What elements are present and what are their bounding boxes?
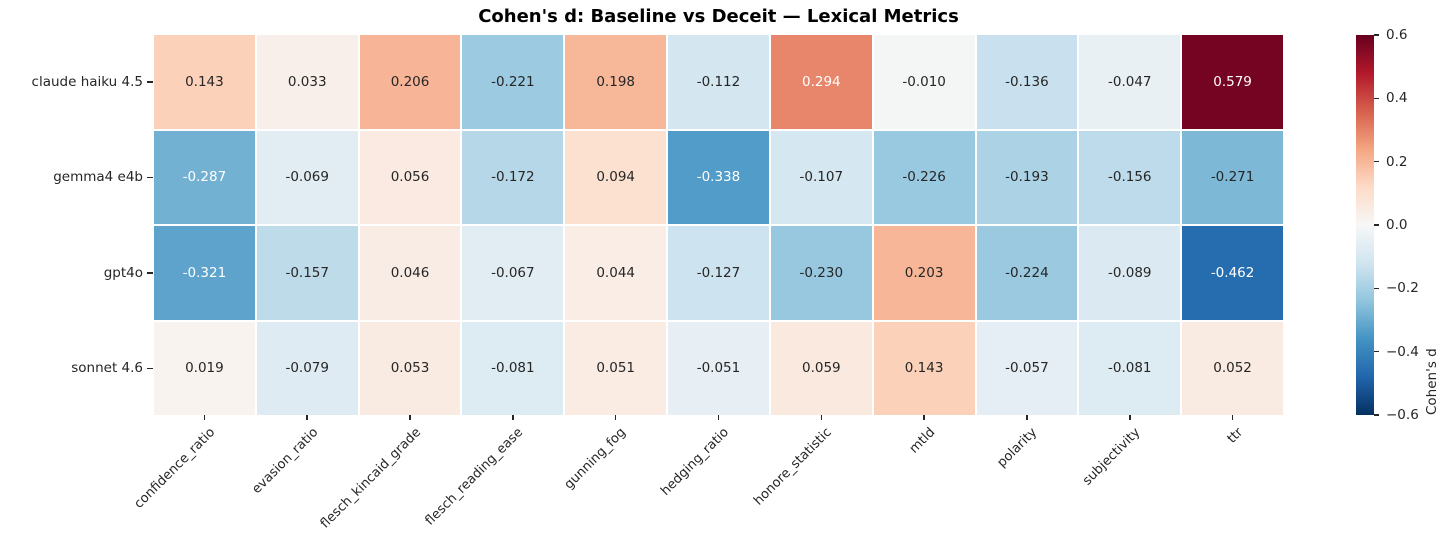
y-axis-tick bbox=[147, 176, 153, 178]
x-axis-label-text: polarity bbox=[994, 425, 1041, 471]
heatmap-cell-gemma4-e4b-mtld: -0.226 bbox=[873, 130, 975, 224]
heatmap-cell-sonnet-4.6-mtld: 0.143 bbox=[873, 321, 975, 415]
x-axis-tick bbox=[614, 415, 617, 420]
heatmap-cell-gemma4-e4b-gunning_fog: 0.094 bbox=[565, 130, 667, 224]
colorbar-tick-label: 0.6 bbox=[1386, 27, 1408, 43]
y-axis-tick bbox=[147, 272, 153, 274]
heatmap-cell-gpt4o-confidence_ratio: -0.321 bbox=[154, 226, 255, 320]
heatmap-cell-gemma4-e4b-honore_statistic: -0.107 bbox=[770, 130, 872, 224]
x-axis-label-text: subjectivity bbox=[1079, 425, 1144, 489]
x-axis-label-text: flesch_kincaid_grade bbox=[317, 425, 424, 532]
y-axis-label-claude-haiku-4.5: claude haiku 4.5 bbox=[31, 73, 143, 90]
chart-title: Cohen's d: Baseline vs Deceit — Lexical … bbox=[478, 6, 959, 27]
heatmap-cell-gpt4o-mtld: 0.203 bbox=[873, 226, 975, 320]
heatmap-cell-gemma4-e4b-flesch_kincaid_grade: 0.056 bbox=[359, 130, 461, 224]
colorbar-tick bbox=[1374, 414, 1379, 416]
y-axis-tick bbox=[147, 81, 153, 83]
y-axis-label-gemma4-e4b: gemma4 e4b bbox=[53, 169, 143, 186]
x-axis-tick bbox=[203, 415, 206, 420]
heatmap-cell-claude-haiku-4.5-gunning_fog: 0.198 bbox=[565, 35, 667, 129]
heatmap-cell-sonnet-4.6-evasion_ratio: -0.079 bbox=[256, 321, 358, 415]
heatmap-cell-claude-haiku-4.5-honore_statistic: 0.294 bbox=[770, 35, 872, 129]
heatmap-cell-claude-haiku-4.5-flesch_kincaid_grade: 0.206 bbox=[359, 35, 461, 129]
heatmap-cell-gemma4-e4b-ttr: -0.271 bbox=[1182, 130, 1283, 224]
heatmap-cell-gemma4-e4b-evasion_ratio: -0.069 bbox=[256, 130, 358, 224]
heatmap-cell-gpt4o-evasion_ratio: -0.157 bbox=[256, 226, 358, 320]
heatmap-cell-claude-haiku-4.5-ttr: 0.579 bbox=[1182, 35, 1283, 129]
heatmap-cell-gemma4-e4b-hedging_ratio: -0.338 bbox=[668, 130, 769, 224]
colorbar-tick-label: −0.4 bbox=[1386, 343, 1419, 360]
x-axis-tick bbox=[1026, 415, 1028, 420]
x-axis-label-text: ttr bbox=[1224, 425, 1247, 447]
heatmap-cell-sonnet-4.6-subjectivity: -0.081 bbox=[1079, 321, 1181, 415]
heatmap-cell-gemma4-e4b-polarity: -0.193 bbox=[976, 130, 1078, 224]
heatmap-cell-claude-haiku-4.5-hedging_ratio: -0.112 bbox=[668, 35, 769, 129]
colorbar-tick bbox=[1374, 160, 1379, 163]
x-axis-tick bbox=[923, 415, 925, 420]
x-axis-label-text: gunning_fog bbox=[561, 425, 630, 493]
colorbar-tick-label: 0.4 bbox=[1386, 90, 1408, 107]
heatmap-cell-sonnet-4.6-honore_statistic: 0.059 bbox=[770, 321, 872, 415]
heatmap-cell-gpt4o-honore_statistic: -0.230 bbox=[770, 226, 872, 320]
colorbar-tick bbox=[1374, 350, 1379, 353]
x-axis-label-text: honore_statistic bbox=[751, 425, 835, 509]
heatmap-cell-sonnet-4.6-polarity: -0.057 bbox=[976, 321, 1078, 415]
heatmap: 0.143 0.033 0.206 -0.221 0.198 -0.112 0.294 -0.… bbox=[154, 35, 1283, 415]
x-axis-label-text: hedging_ratio bbox=[658, 425, 733, 499]
heatmap-cell-gpt4o-ttr: -0.462 bbox=[1182, 226, 1283, 320]
heatmap-cell-claude-haiku-4.5-subjectivity: -0.047 bbox=[1079, 35, 1181, 129]
heatmap-cell-sonnet-4.6-flesch_reading_ease: -0.081 bbox=[462, 321, 564, 415]
heatmap-cell-sonnet-4.6-flesch_kincaid_grade: 0.053 bbox=[359, 321, 461, 415]
x-axis-label-text: flesch_reading_ease bbox=[422, 425, 527, 529]
heatmap-cell-gpt4o-flesch_kincaid_grade: 0.046 bbox=[359, 226, 461, 320]
heatmap-cell-gemma4-e4b-flesch_reading_ease: -0.172 bbox=[462, 130, 564, 224]
heatmap-cell-gpt4o-gunning_fog: 0.044 bbox=[565, 226, 667, 320]
heatmap-cell-gpt4o-flesch_reading_ease: -0.067 bbox=[462, 226, 564, 320]
heatmap-cell-sonnet-4.6-confidence_ratio: 0.019 bbox=[154, 321, 255, 415]
x-axis-tick bbox=[1231, 415, 1234, 420]
x-axis-tick bbox=[409, 415, 411, 420]
heatmap-cell-sonnet-4.6-hedging_ratio: -0.051 bbox=[668, 321, 769, 415]
x-axis-tick bbox=[306, 415, 308, 420]
heatmap-cell-claude-haiku-4.5-evasion_ratio: 0.033 bbox=[256, 35, 358, 129]
y-axis-label-gpt4o: gpt4o bbox=[103, 264, 143, 281]
x-axis-tick bbox=[717, 415, 720, 420]
x-axis-label-text: confidence_ratio bbox=[131, 425, 219, 512]
heatmap-cell-sonnet-4.6-ttr: 0.052 bbox=[1182, 321, 1283, 415]
heatmap-cell-sonnet-4.6-gunning_fog: 0.051 bbox=[565, 321, 667, 415]
heatmap-cell-gemma4-e4b-subjectivity: -0.156 bbox=[1079, 130, 1181, 224]
colorbar-tick-label: −0.2 bbox=[1386, 280, 1419, 297]
colorbar-tick-label: 0.0 bbox=[1386, 217, 1408, 233]
heatmap-cell-gpt4o-polarity: -0.224 bbox=[976, 226, 1078, 320]
x-axis-label-text: evasion_ratio bbox=[248, 425, 321, 497]
colorbar-tick-label: 0.2 bbox=[1386, 153, 1408, 170]
colorbar-tick-label: −0.6 bbox=[1386, 407, 1419, 423]
heatmap-cell-gpt4o-hedging_ratio: -0.127 bbox=[668, 226, 769, 320]
y-axis-label-sonnet-4.6: sonnet 4.6 bbox=[71, 360, 143, 377]
colorbar-tick bbox=[1374, 34, 1379, 36]
colorbar-gradient bbox=[1356, 35, 1374, 415]
colorbar-tick bbox=[1374, 287, 1379, 290]
y-axis-tick bbox=[147, 367, 153, 369]
colorbar-tick bbox=[1374, 97, 1379, 100]
heatmap-cell-gemma4-e4b-confidence_ratio: -0.287 bbox=[154, 130, 255, 224]
x-axis-label-text: mtld bbox=[906, 425, 938, 457]
x-axis-tick bbox=[512, 415, 514, 420]
heatmap-cell-claude-haiku-4.5-mtld: -0.010 bbox=[873, 35, 975, 129]
colorbar-tick bbox=[1374, 224, 1379, 226]
x-axis-tick bbox=[1129, 415, 1131, 420]
heatmap-cell-claude-haiku-4.5-flesch_reading_ease: -0.221 bbox=[462, 35, 564, 129]
heatmap-cell-gpt4o-subjectivity: -0.089 bbox=[1079, 226, 1181, 320]
heatmap-cell-claude-haiku-4.5-confidence_ratio: 0.143 bbox=[154, 35, 255, 129]
x-axis-tick bbox=[820, 415, 823, 420]
heatmap-cell-claude-haiku-4.5-polarity: -0.136 bbox=[976, 35, 1078, 129]
